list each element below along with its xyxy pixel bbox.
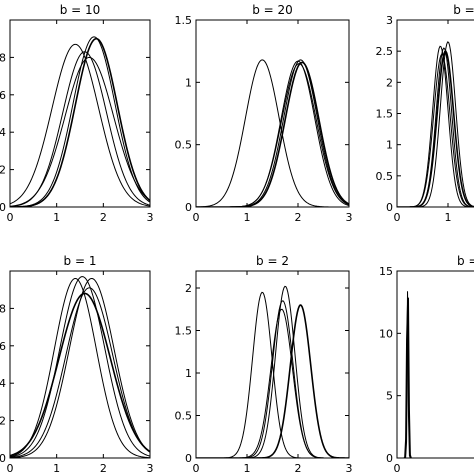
y-tick-label: 0 — [185, 201, 192, 214]
series-line-1 — [10, 43, 150, 207]
y-tick-label: 1.5 — [175, 325, 193, 338]
series-line-3 — [10, 36, 150, 207]
y-tick-label: 5 — [386, 390, 393, 403]
y-tick-label: 0 — [185, 452, 192, 465]
series-line-4 — [10, 37, 150, 207]
axes-frame — [9, 19, 151, 208]
chart-panel-4: b = 1 0 1 2 3 0 .2 .4 .6 .8 — [0, 254, 154, 474]
series-line-4 — [196, 61, 349, 207]
x-tick-label: 0 — [394, 211, 401, 224]
x-tick-label: 1 — [244, 462, 251, 474]
x-tick-label: 1 — [53, 462, 60, 474]
series-line-5 — [10, 56, 150, 207]
series-group — [196, 59, 349, 207]
series-group — [10, 36, 150, 207]
series-line-1 — [10, 277, 150, 458]
y-tick-label: 1.5 — [376, 108, 394, 121]
x-tick-label: 2 — [100, 462, 107, 474]
y-tick-label: 2.5 — [376, 45, 394, 58]
y-tick-label: 1 — [185, 76, 192, 89]
y-tick-label: .6 — [0, 89, 6, 102]
chart-title: b = 5 — [457, 254, 474, 268]
chart-panel-3: b = 10012300.511.522.53 — [376, 3, 474, 224]
y-tick-label: 3 — [386, 14, 393, 27]
series-group — [397, 291, 474, 458]
y-tick-label: 0.5 — [376, 170, 394, 183]
chart-panel-6: b = 5 00 5 10 15 — [379, 254, 474, 474]
x-tick-label: 3 — [346, 211, 353, 224]
series-line-2 — [196, 300, 349, 458]
series-group — [397, 41, 474, 207]
y-tick-label: 1.5 — [175, 14, 193, 27]
y-tick-label: .4 — [0, 377, 6, 390]
y-tick-label: .6 — [0, 340, 6, 353]
y-tick-label: .8 — [0, 51, 6, 64]
y-tick-label: 10 — [379, 327, 393, 340]
series-line-3 — [196, 285, 349, 458]
x-tick-label: 1 — [244, 211, 251, 224]
chart-title: b = 1 — [64, 254, 97, 268]
chart-panel-2: b = 20 0 1 2 3 0 0.5 1 1.5 — [175, 3, 353, 224]
axes-frame — [195, 19, 350, 208]
y-tick-label: 0 — [386, 452, 393, 465]
chart-panel-5: b = 2 0 1 2 3 0 0.5 1 1.5 2 — [175, 254, 353, 474]
chart-title: b = 20 — [252, 3, 293, 17]
x-tick-label: 0 — [193, 462, 200, 474]
x-tick-label: 1 — [445, 211, 452, 224]
chart-title: b = 10 — [453, 3, 474, 17]
y-tick-label: 0 — [0, 201, 6, 214]
chart-panel-1: b = 10 0 1 2 3 0 .2 .4 .6 .8 — [0, 3, 154, 224]
series-line-1 — [196, 291, 349, 458]
y-tick-label: .4 — [0, 126, 6, 139]
y-tick-label: 2 — [185, 282, 192, 295]
x-tick-label: 1 — [53, 211, 60, 224]
y-tick-label: 0 — [386, 201, 393, 214]
y-tick-label: 1 — [185, 367, 192, 380]
x-tick-label: 3 — [147, 211, 154, 224]
series-line-2 — [10, 51, 150, 207]
x-tick-label: 3 — [147, 462, 154, 474]
series-group — [10, 276, 150, 458]
x-tick-label: 3 — [346, 462, 353, 474]
x-tick-label: 2 — [100, 211, 107, 224]
series-line-4 — [196, 304, 349, 458]
axes-frame — [9, 270, 151, 459]
x-tick-label: 0 — [7, 462, 14, 474]
y-tick-label: .2 — [0, 164, 6, 177]
series-group — [196, 285, 349, 458]
series-line-5 — [10, 287, 150, 458]
x-tick-label: 0 — [7, 211, 14, 224]
y-tick-label: 1 — [386, 139, 393, 152]
axes-frame — [195, 270, 350, 459]
x-tick-label: 2 — [295, 462, 302, 474]
y-tick-label: 0.5 — [175, 139, 193, 152]
y-tick-label: .2 — [0, 415, 6, 428]
y-tick-label: 15 — [379, 265, 393, 278]
series-line-3 — [10, 277, 150, 458]
y-tick-label: 0.5 — [175, 410, 193, 423]
series-line-1 — [196, 59, 349, 207]
y-tick-label: 0 — [0, 452, 6, 465]
series-line-2 — [10, 276, 150, 458]
y-tick-label: .8 — [0, 302, 6, 315]
chart-title: b = 10 — [60, 3, 101, 17]
series-line-4 — [10, 292, 150, 457]
x-tick-label: 2 — [295, 211, 302, 224]
x-tick-label: 0 — [394, 462, 401, 474]
x-tick-label: 0 — [193, 211, 200, 224]
y-tick-label: 2 — [386, 76, 393, 89]
chart-title: b = 2 — [256, 254, 289, 268]
series-line-3 — [196, 59, 349, 207]
